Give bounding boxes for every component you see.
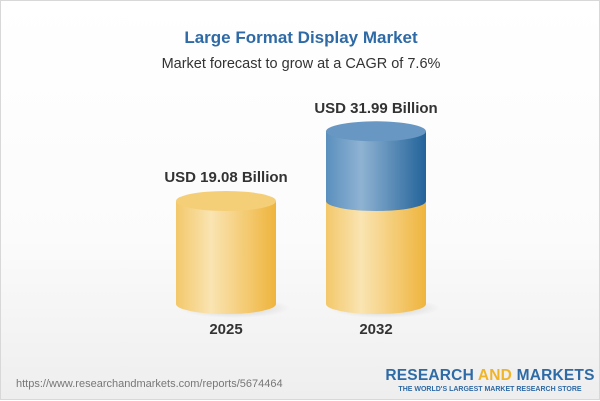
- data-label-2025: USD 19.08 Billion: [164, 169, 287, 186]
- chart-subtitle: Market forecast to grow at a CAGR of 7.6…: [161, 56, 441, 72]
- research-and-markets-logo: RESEARCH AND MARKETS THE WORLD'S LARGEST…: [385, 367, 595, 393]
- source-url[interactable]: https://www.researchandmarkets.com/repor…: [16, 378, 283, 390]
- bar-top-2032: [326, 121, 426, 142]
- bar-growth-segment-2032: [326, 131, 426, 211]
- bar-top-2025: [176, 191, 276, 211]
- data-label-2032: USD 31.99 Billion: [314, 100, 437, 117]
- x-tick-2025: 2025: [209, 321, 242, 338]
- bar-2025: [176, 201, 276, 314]
- x-tick-2032: 2032: [359, 321, 392, 338]
- chart-title: Large Format Display Market: [184, 28, 418, 47]
- bar-base-segment-2032: [326, 201, 426, 314]
